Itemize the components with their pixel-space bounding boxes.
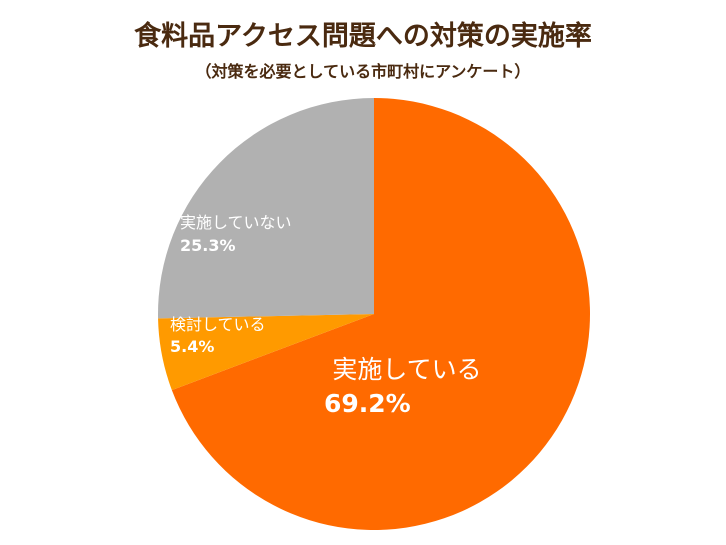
slice-label-considering: 検討している — [170, 315, 266, 334]
slice-label-not-implemented: 実施していない — [180, 213, 292, 232]
pie-slice-considering — [158, 314, 374, 391]
pie-slices — [157, 98, 590, 530]
slice-value-implemented: 69.2% — [324, 389, 411, 418]
pie-slice-implemented — [171, 98, 590, 530]
chart-subtitle: （対策を必要としている市町村にアンケート） — [195, 62, 531, 81]
slice-label-implemented: 実施している — [332, 355, 481, 384]
pie-slice-not-implemented — [157, 98, 374, 319]
slice-value-considering: 5.4% — [170, 337, 214, 356]
pie-labels: 実施している 69.2% 検討している 5.4% 実施していない 25.3% — [170, 213, 482, 418]
slice-value-not-implemented: 25.3% — [180, 236, 236, 255]
chart-title: 食料品アクセス問題への対策の実施率 — [134, 21, 592, 52]
